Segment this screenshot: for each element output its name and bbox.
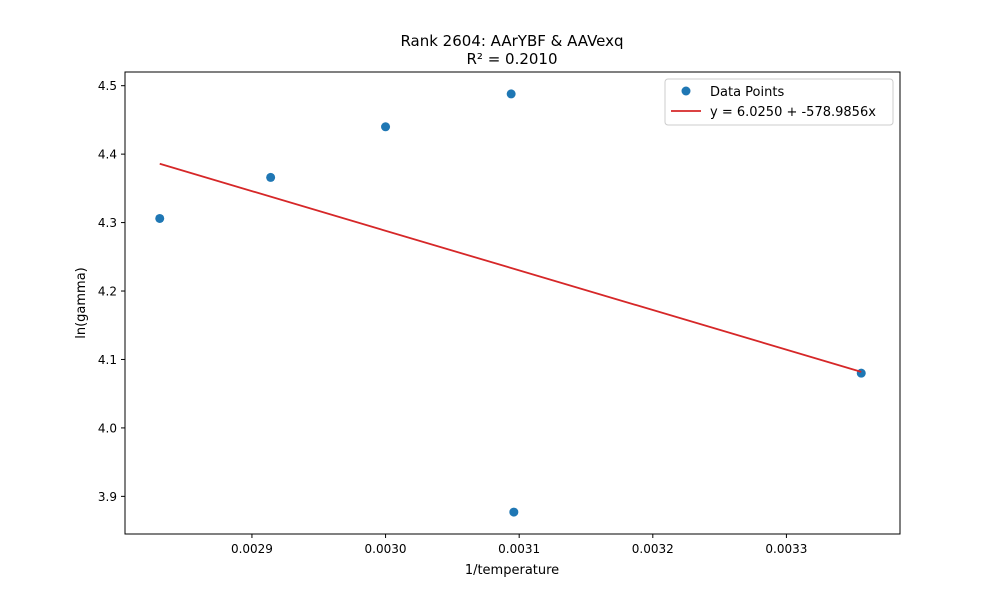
chart-title: Rank 2604: AArYBF & AAVexq [400, 32, 623, 50]
y-tick-label: 4.4 [98, 148, 117, 162]
x-tick-label: 0.0033 [765, 542, 807, 556]
plot-marks [155, 89, 866, 517]
y-tick-label: 4.0 [98, 421, 117, 435]
chart-subtitle: R² = 0.2010 [466, 50, 557, 68]
data-point [155, 213, 165, 223]
legend-label-fit-line: y = 6.0250 + -578.9856x [710, 105, 876, 120]
fit-line [159, 162, 862, 373]
y-axis-ticks: 3.9 4.0 4.1 4.2 4.3 4.4 4.5 [98, 79, 125, 504]
plot-frame [124, 71, 901, 535]
y-tick-label: 4.2 [98, 285, 117, 299]
x-tick-label: 0.0031 [498, 542, 540, 556]
legend: Data Points y = 6.0250 + -578.9856x [664, 78, 894, 126]
x-axis-ticks: 0.0029 0.0030 0.0031 0.0032 0.0033 [231, 534, 807, 556]
y-axis-label: ln(gamma) [74, 267, 89, 339]
legend-label-data-points: Data Points [710, 85, 784, 100]
data-point [266, 172, 276, 182]
x-tick-label: 0.0032 [632, 542, 674, 556]
y-tick-label: 4.5 [98, 79, 117, 93]
data-point [509, 507, 519, 517]
data-point [506, 89, 516, 99]
legend-box [664, 78, 894, 126]
x-tick-label: 0.0029 [231, 542, 273, 556]
legend-marker-data-points [681, 86, 691, 96]
data-point [381, 122, 391, 132]
x-tick-label: 0.0030 [365, 542, 407, 556]
y-tick-label: 3.9 [98, 490, 117, 504]
y-tick-label: 4.1 [98, 353, 117, 367]
x-axis-label: 1/temperature [465, 563, 559, 578]
y-tick-label: 4.3 [98, 216, 117, 230]
